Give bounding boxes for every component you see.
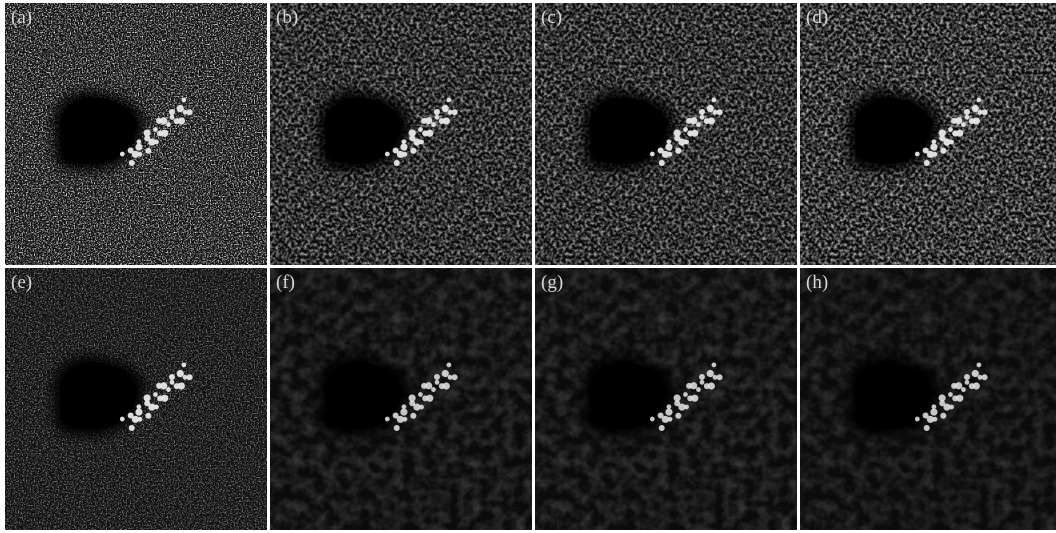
panel-content: [5, 268, 267, 530]
image-panel: (h): [800, 268, 1056, 530]
figure: (a) (b) (c) (d) (e) (f) (g) (h): [0, 0, 1056, 533]
image-panel: (g): [535, 268, 797, 530]
panel-label: (g): [541, 272, 563, 293]
panel-label: (b): [276, 7, 298, 28]
image-panel: (b): [270, 3, 532, 265]
image-panel: (e): [5, 268, 267, 530]
image-panel: (a): [5, 3, 267, 265]
panel-label: (f): [276, 272, 295, 293]
image-panel: (f): [270, 268, 532, 530]
panel-content: [535, 268, 797, 530]
panel-content: [5, 3, 267, 265]
panel-content: [270, 268, 532, 530]
panel-label: (c): [541, 7, 562, 28]
panel-content: [535, 3, 797, 265]
panel-content: [800, 3, 1056, 265]
image-panel: (d): [800, 3, 1056, 265]
panel-label: (e): [11, 272, 32, 293]
image-panel: (c): [535, 3, 797, 265]
panel-label: (a): [11, 7, 32, 28]
panel-content: [270, 3, 532, 265]
panel-label: (h): [806, 272, 828, 293]
panel-content: [800, 268, 1056, 530]
panel-label: (d): [806, 7, 828, 28]
